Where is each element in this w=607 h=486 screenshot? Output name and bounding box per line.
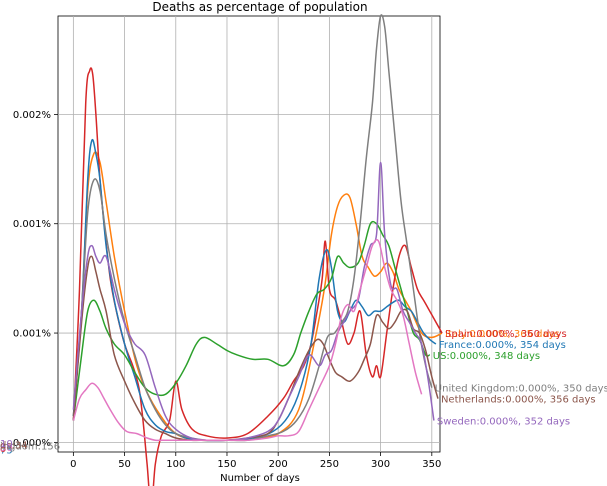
series-line-france: [72, 138, 437, 442]
left-label: 90: [0, 443, 13, 454]
end-label-us: US:0.000%, 348 days: [433, 351, 540, 362]
x-tick-label: 250: [320, 459, 339, 470]
left-label: 75: [0, 445, 13, 456]
x-axis-label: Number of days: [220, 473, 300, 484]
left-label: ingdom:156: [0, 442, 60, 453]
y-tick-label: 0.000%: [13, 438, 51, 449]
y-axis: 0.000% 0.001% 0.001% 0.002%: [13, 110, 58, 449]
x-tick-label: 0: [70, 459, 76, 470]
chart-title: Deaths as percentage of population: [152, 0, 367, 14]
y-tick-label: 0.001%: [13, 329, 51, 340]
left-label: ds:34: [0, 440, 28, 451]
series-line-us: [72, 220, 431, 421]
y-tick-label: 0.002%: [13, 110, 51, 121]
x-tick-label: 350: [422, 459, 441, 470]
left-label: o: [0, 444, 6, 455]
series-line-sweden: [72, 161, 435, 442]
x-tick-label: 200: [269, 459, 288, 470]
end-label-netherlands: Netherlands:0.000%, 356 days: [441, 395, 596, 406]
x-tick-label: 50: [118, 459, 131, 470]
series-lines: [72, 14, 443, 486]
end-label-united-kingdom: United Kingdom:0.000%, 350 days: [435, 384, 607, 395]
end-label-sweden: Sweden:0.000%, 352 days: [437, 417, 570, 428]
x-tick-label: 300: [371, 459, 390, 470]
series-line-italy: [72, 151, 443, 442]
end-label-france: France:0.000%, 354 days: [439, 340, 566, 351]
x-tick-label: 150: [217, 459, 236, 470]
y-tick-label: 0.001%: [13, 219, 51, 230]
series-line-netherlands: [72, 255, 439, 442]
left-label: 10: [0, 439, 13, 450]
x-tick-label: 100: [166, 459, 185, 470]
end-label-italy: Italy:0.000%, 365 days: [445, 329, 560, 340]
series-line-unnamed: [72, 239, 423, 442]
series-line-united-kingdom: [72, 14, 433, 442]
end-label-spain: Spain:0.000%, 360 days: [445, 329, 567, 340]
x-axis: 0 50 100 150 200 250 300 350: [70, 452, 441, 470]
